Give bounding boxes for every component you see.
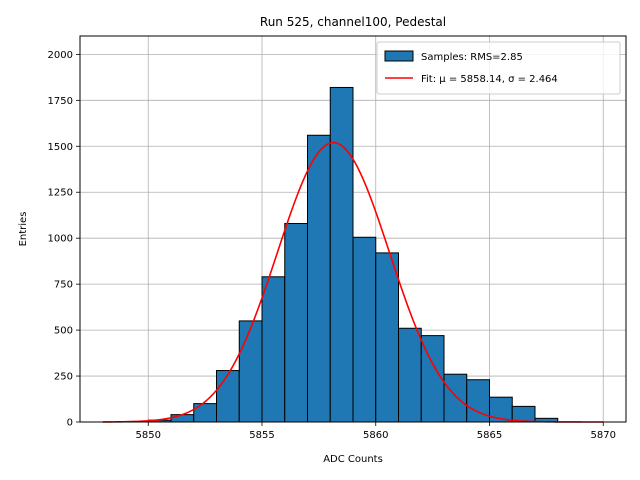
y-tick-label: 0 xyxy=(67,418,73,429)
y-tick-label: 1500 xyxy=(48,142,73,153)
legend: Samples: RMS=2.85 Fit: μ = 5858.14, σ = … xyxy=(376,41,621,95)
histogram-bar xyxy=(216,370,240,423)
y-tick-label: 1000 xyxy=(48,234,73,245)
x-tick-label: 5870 xyxy=(591,430,616,441)
legend-histogram-swatch xyxy=(384,50,414,62)
histogram-bars xyxy=(147,86,559,423)
y-tick-label: 2000 xyxy=(48,50,73,61)
y-tick-label: 250 xyxy=(54,372,73,383)
histogram-bar xyxy=(329,86,354,423)
histogram-bar xyxy=(238,320,263,423)
y-tick-label: 500 xyxy=(54,326,73,337)
legend-fit-label: Fit: μ = 5858.14, σ = 2.464 xyxy=(421,74,558,85)
y-tick-label: 1750 xyxy=(48,96,73,107)
fit-curve xyxy=(102,141,604,423)
axis-ticks: 5850 5855 5860 5865 5870 0 250 500 750 1000 1250 15… xyxy=(48,50,616,441)
legend-box xyxy=(376,41,621,95)
histogram-bar xyxy=(511,405,536,423)
histogram-bar xyxy=(307,134,331,423)
histogram-bar xyxy=(443,373,468,423)
x-tick-label: 5865 xyxy=(477,430,502,441)
histogram-bar xyxy=(261,276,286,423)
histogram-bar xyxy=(193,403,217,423)
y-tick-label: 750 xyxy=(54,280,73,291)
histogram-bar xyxy=(170,414,195,423)
histogram-bar xyxy=(375,252,399,423)
x-tick-label: 5855 xyxy=(249,430,274,441)
y-axis-label: Entries xyxy=(18,212,29,247)
x-axis-label: ADC Counts xyxy=(323,454,383,465)
fit-curve-layer xyxy=(102,141,604,423)
histogram-bar xyxy=(284,222,308,423)
y-tick-label: 1250 xyxy=(48,188,73,199)
x-tick-label: 5850 xyxy=(136,430,161,441)
legend-histogram-label: Samples: RMS=2.85 xyxy=(421,52,523,63)
chart-title: Run 525, channel100, Pedestal xyxy=(260,15,446,29)
x-tick-label: 5860 xyxy=(363,430,388,441)
histogram-bar xyxy=(352,236,377,423)
plot-frame xyxy=(79,35,627,423)
histogram-bar xyxy=(398,327,422,423)
